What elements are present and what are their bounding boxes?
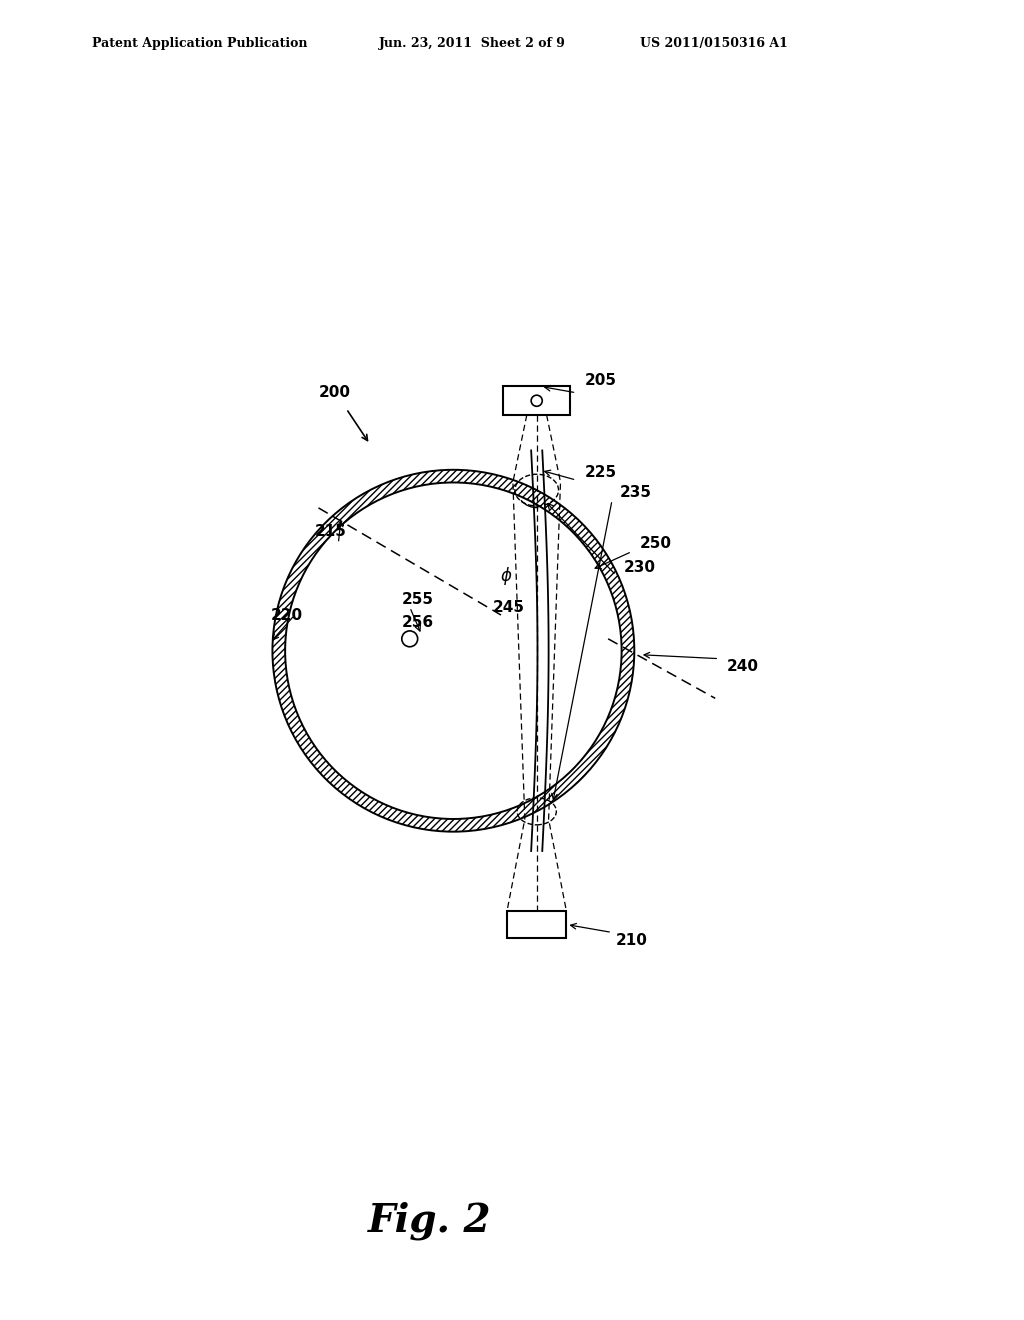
Text: 245: 245 [494,599,525,615]
Text: Fig. 2: Fig. 2 [369,1201,492,1241]
Circle shape [531,395,543,407]
Text: 215: 215 [314,524,346,539]
Bar [507,911,566,937]
Text: 240: 240 [727,659,759,675]
Text: 256: 256 [401,615,434,631]
Text: 255: 255 [401,591,434,607]
Text: 205: 205 [585,374,616,388]
Text: Patent Application Publication: Patent Application Publication [92,37,307,50]
Text: 225: 225 [585,465,616,479]
Text: 210: 210 [616,933,648,948]
Text: 250: 250 [640,536,672,550]
Text: 220: 220 [270,607,303,623]
Bar [503,387,570,414]
Circle shape [401,631,418,647]
Text: 200: 200 [318,385,350,400]
Text: 235: 235 [620,484,652,499]
Text: Jun. 23, 2011  Sheet 2 of 9: Jun. 23, 2011 Sheet 2 of 9 [379,37,565,50]
Text: US 2011/0150316 A1: US 2011/0150316 A1 [640,37,787,50]
Text: 230: 230 [624,560,656,576]
Text: $\phi$: $\phi$ [500,565,512,587]
